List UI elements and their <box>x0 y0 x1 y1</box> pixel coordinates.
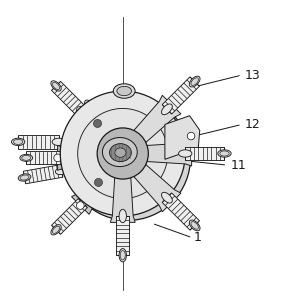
Ellipse shape <box>53 82 60 90</box>
Ellipse shape <box>115 95 121 107</box>
Polygon shape <box>18 135 59 149</box>
Ellipse shape <box>110 144 131 162</box>
Ellipse shape <box>117 86 131 96</box>
Ellipse shape <box>102 138 137 167</box>
Circle shape <box>78 108 168 199</box>
Ellipse shape <box>78 198 88 208</box>
Circle shape <box>94 178 102 187</box>
Text: 1: 1 <box>194 231 202 244</box>
Polygon shape <box>52 81 87 117</box>
Polygon shape <box>162 77 199 114</box>
Ellipse shape <box>78 107 88 118</box>
Circle shape <box>144 119 152 127</box>
Ellipse shape <box>13 139 23 144</box>
Circle shape <box>77 106 84 114</box>
Ellipse shape <box>11 138 25 146</box>
Polygon shape <box>84 102 118 143</box>
Ellipse shape <box>52 138 65 146</box>
Ellipse shape <box>119 209 126 223</box>
Ellipse shape <box>51 81 61 91</box>
Ellipse shape <box>118 130 125 142</box>
Ellipse shape <box>220 151 229 156</box>
Ellipse shape <box>51 225 61 235</box>
Circle shape <box>188 150 195 157</box>
Text: 12: 12 <box>245 118 260 131</box>
Circle shape <box>168 101 176 109</box>
Ellipse shape <box>108 133 118 145</box>
Circle shape <box>119 219 127 226</box>
Circle shape <box>54 154 62 162</box>
Ellipse shape <box>113 84 135 98</box>
Circle shape <box>97 128 148 179</box>
Text: 13: 13 <box>245 68 260 82</box>
Circle shape <box>168 198 176 206</box>
Ellipse shape <box>218 150 231 157</box>
Circle shape <box>77 202 84 209</box>
Polygon shape <box>26 151 64 164</box>
Polygon shape <box>112 101 127 137</box>
Ellipse shape <box>58 154 70 161</box>
Ellipse shape <box>178 150 192 157</box>
Ellipse shape <box>110 135 116 143</box>
Circle shape <box>99 129 157 187</box>
Ellipse shape <box>20 154 33 161</box>
Polygon shape <box>165 116 200 159</box>
Polygon shape <box>133 95 181 143</box>
Ellipse shape <box>191 222 199 229</box>
Ellipse shape <box>161 192 172 203</box>
Polygon shape <box>116 216 129 255</box>
Ellipse shape <box>20 175 29 180</box>
Ellipse shape <box>85 100 94 112</box>
Ellipse shape <box>119 132 124 140</box>
Text: 11: 11 <box>230 159 246 172</box>
Ellipse shape <box>53 226 60 233</box>
Ellipse shape <box>22 155 31 160</box>
Ellipse shape <box>189 76 200 87</box>
Polygon shape <box>110 177 135 222</box>
Circle shape <box>143 178 151 187</box>
Circle shape <box>187 132 195 140</box>
Ellipse shape <box>18 174 31 181</box>
Ellipse shape <box>189 220 200 231</box>
Polygon shape <box>52 199 87 234</box>
Ellipse shape <box>161 104 172 115</box>
Ellipse shape <box>191 78 199 85</box>
Polygon shape <box>23 165 63 184</box>
Polygon shape <box>133 164 181 212</box>
Ellipse shape <box>120 251 125 260</box>
Circle shape <box>65 95 190 220</box>
Polygon shape <box>58 146 108 170</box>
Ellipse shape <box>115 148 126 157</box>
Circle shape <box>93 119 102 127</box>
Polygon shape <box>72 167 119 214</box>
Polygon shape <box>146 141 192 166</box>
Polygon shape <box>185 147 225 160</box>
Polygon shape <box>72 101 119 149</box>
Ellipse shape <box>55 167 68 175</box>
Ellipse shape <box>119 249 126 262</box>
Circle shape <box>60 91 185 216</box>
Polygon shape <box>162 193 199 230</box>
